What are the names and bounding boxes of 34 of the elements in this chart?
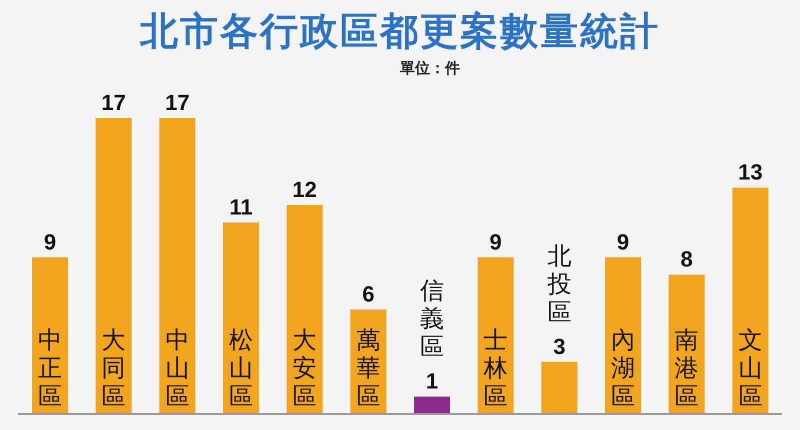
x-tick-label: 大安區 (292, 326, 317, 410)
x-tick-label: 信義區 (420, 276, 444, 361)
x-tick-label: 內湖區 (611, 326, 636, 410)
data-label: 9 (44, 229, 56, 254)
data-label: 3 (553, 334, 566, 359)
x-tick-label: 南港區 (674, 326, 699, 410)
bar (541, 362, 578, 414)
data-label: 17 (165, 90, 190, 115)
bar (286, 205, 323, 414)
x-tick-label: 大同區 (102, 326, 126, 410)
data-label: 1 (426, 368, 438, 394)
bar (223, 222, 260, 414)
bar (732, 188, 768, 414)
data-label: 11 (229, 194, 253, 220)
bar (96, 118, 132, 414)
data-label: 8 (680, 246, 693, 272)
data-label: 13 (738, 160, 763, 185)
data-label: 9 (616, 229, 630, 254)
data-label: 12 (292, 177, 317, 202)
x-tick-label: 萬華區 (356, 326, 380, 410)
bar (159, 118, 196, 414)
x-tick-label: 文山區 (738, 326, 762, 410)
x-tick-label: 松山區 (229, 326, 254, 410)
bar (32, 257, 68, 414)
data-label: 6 (362, 282, 374, 307)
data-label: 9 (490, 229, 502, 254)
bar (414, 396, 450, 414)
chart-subtitle: 單位：件 (399, 59, 461, 78)
chart-title: 北市各行政區都更案數量統計 (138, 8, 661, 55)
x-tick-label: 北投區 (546, 242, 572, 326)
data-label: 17 (101, 90, 126, 115)
x-tick-label: 中正區 (38, 326, 62, 410)
x-tick-label: 士林區 (482, 326, 508, 410)
x-tick-label: 中山區 (165, 326, 190, 410)
